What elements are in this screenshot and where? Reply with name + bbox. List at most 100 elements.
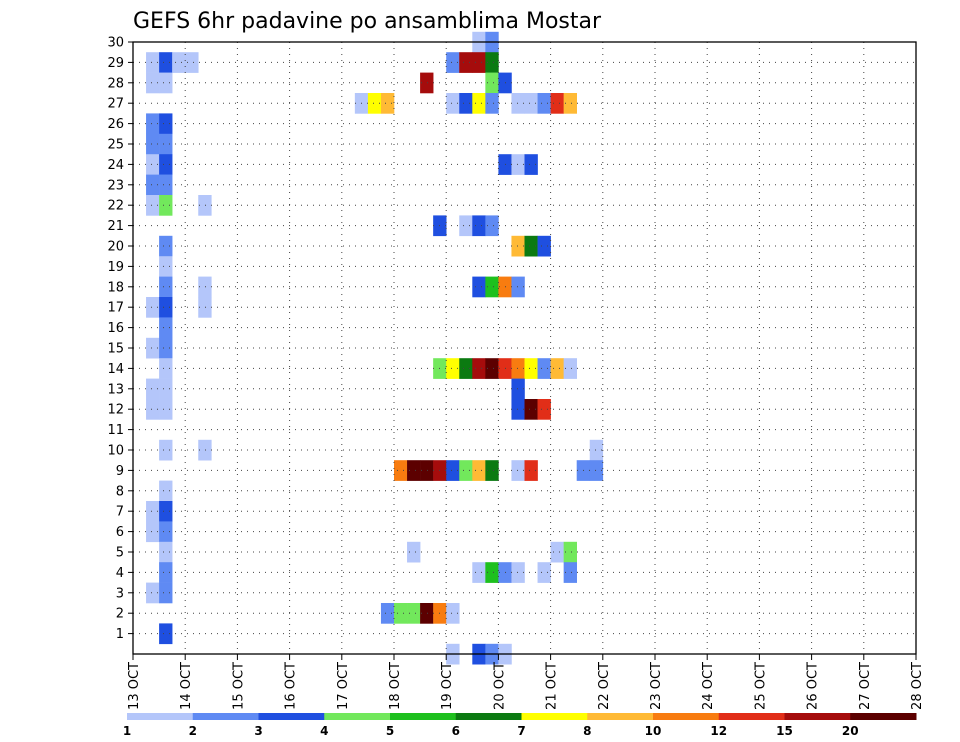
colorbar-swatch	[127, 713, 194, 720]
colorbar-swatch	[850, 713, 917, 720]
heatmap-cell	[485, 52, 499, 73]
colorbar-label: 20	[842, 724, 859, 738]
y-tick-label: 21	[107, 219, 124, 234]
colorbar-label: 3	[254, 724, 262, 738]
colorbar-swatch	[718, 713, 785, 720]
heatmap-cell	[524, 399, 538, 420]
heatmap-cell	[146, 297, 160, 318]
heatmap-cell	[550, 358, 564, 379]
heatmap-cell	[159, 439, 173, 461]
colorbar-swatch	[390, 713, 457, 720]
heatmap-cell	[159, 113, 173, 135]
y-tick-label: 28	[107, 76, 124, 91]
y-tick-label: 8	[116, 484, 124, 499]
y-tick-label: 10	[107, 444, 124, 459]
heatmap-cell	[537, 358, 551, 379]
x-tick-label: 22 OCT	[597, 662, 612, 710]
heatmap-cell	[485, 276, 499, 298]
y-tick-label: 2	[116, 607, 124, 622]
heatmap-cell	[524, 93, 538, 114]
heatmap-cell	[446, 460, 460, 481]
heatmap-cell	[537, 235, 551, 257]
heatmap-cell	[172, 52, 186, 73]
heatmap-cell	[446, 52, 460, 73]
heatmap-cell	[485, 562, 499, 583]
y-tick-label: 18	[107, 280, 124, 295]
colorbar-swatch	[653, 713, 720, 720]
colorbar-swatch	[324, 713, 391, 720]
heatmap-cell	[146, 174, 160, 196]
heatmap-cell	[407, 603, 421, 624]
heatmap-cell	[198, 276, 212, 298]
heatmap-cell	[524, 154, 538, 175]
heatmap-cell	[159, 276, 173, 298]
heatmap-cell	[380, 93, 395, 114]
heatmap-cell	[394, 460, 408, 481]
chart-title: GEFS 6hr padavine po ansamblima Mostar	[133, 9, 602, 34]
heatmap-cell	[159, 174, 173, 196]
heatmap-cell	[159, 378, 173, 400]
heatmap-cell	[550, 93, 564, 114]
heatmap-cell	[459, 460, 473, 481]
x-tick-label: 28 OCT	[910, 662, 925, 710]
heatmap-cell	[159, 154, 173, 175]
heatmap-cell	[472, 562, 486, 583]
y-tick-label: 23	[107, 178, 124, 193]
heatmap-cell	[472, 215, 486, 237]
heatmap-cell	[159, 358, 173, 379]
x-tick-label: 19 OCT	[440, 662, 455, 710]
colorbar-label: 4	[320, 724, 328, 738]
colorbar-legend: 1 2 3 4 5 6 7 8 10 12 15 20	[123, 713, 917, 738]
heatmap-cell	[146, 501, 160, 522]
heatmap-cell	[159, 52, 173, 73]
y-tick-label: 26	[107, 117, 124, 132]
heatmap-cell	[485, 215, 499, 237]
heatmap-cell	[146, 399, 160, 420]
heatmap-cell	[146, 195, 160, 216]
heatmap-cell	[159, 337, 173, 359]
heatmap-cell	[485, 72, 499, 94]
y-tick-label: 17	[107, 301, 124, 316]
heatmap-cell	[146, 52, 160, 73]
heatmap-cell	[159, 72, 173, 94]
heatmap-cell	[367, 93, 382, 114]
heatmap-cell	[198, 297, 212, 318]
heatmap-cell	[185, 52, 199, 73]
heatmap-cell	[524, 460, 538, 481]
heatmap-cell	[159, 133, 173, 155]
heatmap-cell	[485, 460, 499, 481]
heatmap-cell	[159, 235, 173, 257]
x-tick-label: 15 OCT	[231, 662, 246, 710]
colorbar-swatch	[455, 713, 522, 720]
heatmap-cell	[420, 460, 434, 481]
heatmap-cell	[537, 93, 551, 114]
x-tick-label: 20 OCT	[492, 662, 507, 710]
heatmap-cell	[159, 399, 173, 420]
y-tick-label: 6	[116, 525, 124, 540]
y-tick-label: 16	[107, 321, 124, 336]
heatmap-cell	[459, 215, 473, 237]
heatmap-cell	[472, 52, 486, 73]
x-tick-label: 18 OCT	[388, 662, 403, 710]
heatmap-cell	[563, 541, 577, 563]
heatmap-cell	[589, 439, 604, 461]
heatmap-cell	[146, 378, 160, 400]
heatmap-cell	[380, 603, 395, 624]
heatmap-cell	[511, 154, 525, 175]
heatmap-cell	[420, 603, 434, 624]
heatmap-cell	[511, 562, 525, 583]
heatmap-cell	[446, 93, 460, 114]
x-tick-label: 21 OCT	[545, 662, 560, 710]
heatmap-cell	[524, 358, 538, 379]
colorbar-swatch	[192, 713, 259, 720]
heatmap-cell	[407, 541, 421, 563]
y-axis: 1234567891011121314151617181920212223242…	[107, 36, 133, 642]
heatmap-cell	[420, 72, 434, 94]
x-axis: 13 OCT 14 OCT 15 OCT 16 OCT 17 OCT 18 OCT 19 O…	[127, 654, 925, 710]
colorbar-label: 5	[386, 724, 394, 738]
colorbar-label: 12	[710, 724, 727, 738]
heatmap-cell	[524, 235, 538, 257]
heatmap-cell	[159, 297, 173, 318]
y-tick-label: 13	[107, 382, 124, 397]
heatmap-cell	[511, 378, 525, 400]
